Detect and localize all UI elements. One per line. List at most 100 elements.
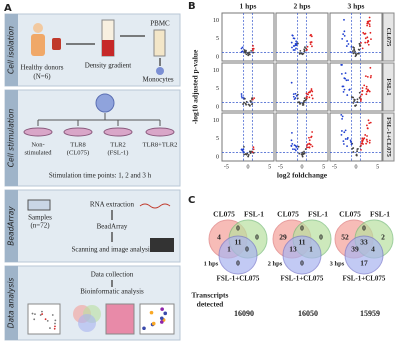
- mini-dot: [149, 310, 154, 315]
- volcano-point: [346, 145, 348, 148]
- volcano-point: [298, 152, 301, 155]
- chip: [150, 238, 174, 252]
- label: Density gradient: [85, 62, 132, 70]
- volcano-point: [301, 104, 304, 106]
- label: 0: [236, 259, 240, 268]
- threshold: [330, 63, 382, 111]
- volcano-point: [248, 104, 251, 107]
- volcano-point: [361, 87, 364, 89]
- volcano-point: [367, 40, 370, 43]
- volcano-point: [369, 121, 372, 124]
- volcano-point: [307, 91, 310, 94]
- label: 0: [355, 164, 358, 170]
- volcano-point: [306, 143, 309, 146]
- volcano-point: [243, 145, 245, 148]
- label: 0: [216, 105, 219, 111]
- volcano-point: [308, 96, 311, 99]
- volcano-panel: [221, 112, 275, 162]
- label: 1: [309, 245, 313, 254]
- volcano-point: [240, 95, 243, 97]
- volcano-point: [252, 51, 255, 54]
- label: FSL-1+CL075: [385, 117, 392, 158]
- volcano-point: [296, 147, 299, 150]
- volcano-point: [296, 97, 299, 100]
- label: 2: [381, 233, 385, 242]
- donor-body: [31, 34, 45, 56]
- volcano-point: [247, 154, 250, 156]
- label: Monocytes: [142, 76, 173, 84]
- mini-dot: [142, 326, 146, 331]
- volcano-point: [292, 45, 295, 47]
- volcano-point: [359, 45, 361, 47]
- volcano-point: [299, 102, 302, 105]
- label: 33: [360, 238, 368, 247]
- venn-combined: [344, 235, 384, 275]
- volcano-point: [367, 119, 370, 122]
- mini-dot: [53, 327, 56, 330]
- volcano-point: [342, 33, 345, 36]
- volcano-point: [311, 90, 314, 93]
- volcano-point: [295, 146, 298, 148]
- volcano-point: [343, 77, 346, 80]
- volcano-point: [354, 104, 356, 107]
- volcano-point: [356, 150, 359, 153]
- volcano-point: [302, 101, 305, 103]
- split-lines: [37, 113, 161, 126]
- volcano-point: [248, 150, 251, 153]
- volcano-point: [355, 154, 358, 156]
- volcano-point: [241, 96, 243, 99]
- label: CL075: [213, 210, 235, 219]
- dish: [23, 127, 53, 137]
- volcano-point: [364, 134, 367, 136]
- label: 1: [227, 245, 231, 254]
- stage-tab: [5, 190, 18, 262]
- label: 5: [268, 164, 271, 170]
- threshold: [330, 13, 382, 61]
- wave: [139, 203, 171, 209]
- volcano-point: [344, 129, 347, 132]
- stage-tab: [5, 90, 18, 186]
- volcano-point: [363, 84, 366, 87]
- volcano-point: [241, 149, 244, 152]
- volcano-point: [348, 88, 351, 91]
- volcano-point: [354, 50, 356, 53]
- label: 10: [213, 118, 219, 124]
- volcano-point: [244, 102, 247, 105]
- label: 0: [255, 233, 259, 242]
- volcano-point: [290, 145, 293, 147]
- volcano-point: [356, 52, 359, 55]
- volcano-point: [364, 75, 367, 78]
- volcano-point: [369, 31, 372, 34]
- mini-dot: [44, 318, 47, 321]
- volcano-point: [247, 155, 250, 158]
- volcano-point: [246, 52, 249, 55]
- label: TLR8+TLR2: [143, 141, 178, 148]
- mini-dot: [163, 311, 168, 316]
- label: Stimulation time points: 1, 2 and 3 h: [49, 172, 152, 180]
- volcano-point: [364, 41, 367, 44]
- volcano-point: [310, 88, 313, 90]
- volcano-point: [343, 88, 346, 91]
- label: Transcripts: [192, 291, 229, 300]
- venn-combined: [282, 235, 322, 275]
- volcano-point: [346, 137, 349, 139]
- label: (FSL-1): [108, 149, 129, 156]
- volcano-point: [365, 93, 368, 96]
- volcano-point: [310, 41, 313, 43]
- volcano-point: [368, 16, 371, 19]
- label: -log10 adjusted p-value: [191, 49, 200, 124]
- volcano-point: [252, 47, 255, 50]
- volcano-point: [366, 90, 368, 93]
- volcano-point: [350, 46, 353, 48]
- volcano-point: [368, 139, 371, 142]
- label: 11: [234, 238, 241, 247]
- volcano-point: [342, 140, 345, 142]
- volcano-point: [245, 153, 248, 156]
- label: Non-: [31, 141, 44, 148]
- volcano-point: [366, 75, 369, 78]
- volcano-point: [366, 127, 369, 130]
- label: Cell isolation: [7, 26, 16, 74]
- label: 5: [216, 36, 219, 42]
- volcano-point: [358, 42, 361, 45]
